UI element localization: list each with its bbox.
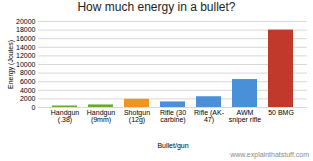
svg-text:Rifle (AK-47): Rifle (AK-47) [194,109,225,124]
svg-text:0: 0 [32,104,36,111]
svg-text:20000: 20000 [16,18,36,25]
svg-text:Shotgun(12g): Shotgun(12g) [124,109,150,124]
svg-text:50 BMG: 50 BMG [268,109,294,116]
svg-text:18000: 18000 [16,26,36,33]
svg-text:16000: 16000 [16,35,36,42]
html-text:How much energy in a bullet?: How much energy in a bullet? [77,0,236,14]
svg-text:4000: 4000 [20,87,36,94]
svg-text:Handgun(9mm): Handgun(9mm) [87,109,116,124]
svg-text:Bullet/gun: Bullet/gun [157,142,188,150]
svg-text:2000: 2000 [20,95,36,102]
svg-text:10000: 10000 [16,61,36,68]
svg-text:8000: 8000 [20,69,36,76]
svg-text:Rifle (30carbine): Rifle (30carbine) [160,109,186,124]
html-text:www.explainthatstuff.com: www.explainthatstuff.com [230,151,309,158]
svg-text:14000: 14000 [16,44,36,51]
svg-text:12000: 12000 [16,52,36,59]
svg-text:AWMsniper rifle: AWMsniper rifle [229,109,261,124]
svg-text:Handgun(.38): Handgun(.38) [51,109,80,124]
svg-text:6000: 6000 [20,78,36,85]
svg-text:Energy (Joules): Energy (Joules) [7,40,15,89]
